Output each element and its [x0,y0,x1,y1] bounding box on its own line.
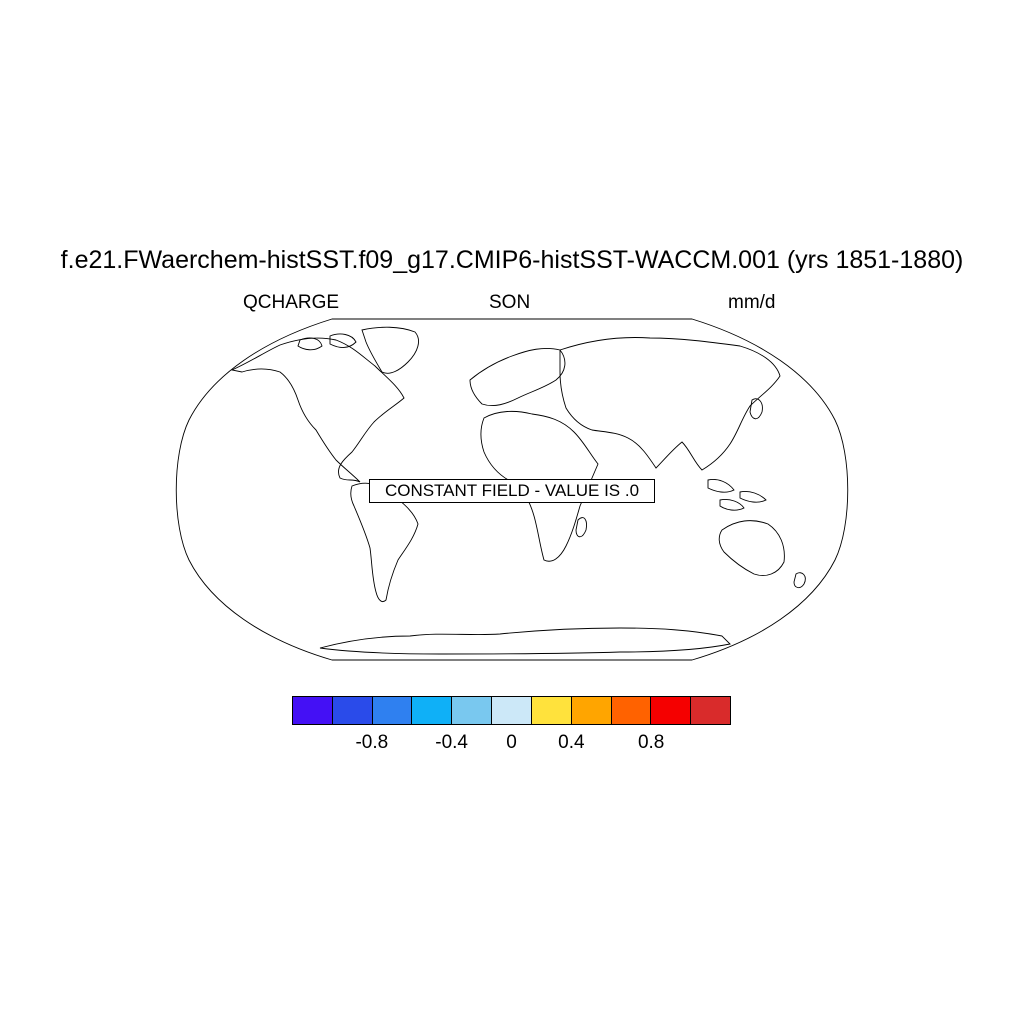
coastline-madagascar [575,517,587,538]
constant-field-label: CONSTANT FIELD - VALUE IS .0 [369,479,655,503]
colorbar-swatch [492,697,532,724]
colorbar-swatch [372,697,413,724]
coastline-new-zealand [793,572,806,589]
colorbar-swatch [571,697,612,724]
coastline-greenland [361,326,419,374]
colorbar-tick-label: -0.8 [355,732,389,753]
coastline-europe [469,347,566,407]
colorbar [292,696,731,725]
figure-title: f.e21.FWaerchem-histSST.f09_g17.CMIP6-hi… [60,246,964,274]
colorbar-tick-label: 0 [506,732,517,753]
colorbar-tick-label: -0.4 [435,732,468,753]
coastline-north-america [230,337,405,483]
season-label: SON [489,292,531,313]
colorbar-swatch [293,697,333,724]
units-label: mm/d [728,292,776,313]
coastline-asia [559,337,781,471]
map-outline [175,318,849,661]
coastline-africa [480,410,599,562]
colorbar-swatch [531,697,572,724]
coastline-southeast-asia [707,479,767,511]
variable-label: QCHARGE [243,292,340,313]
colorbar-tick-label: 0.8 [637,732,665,753]
colorbar-tick-label: 0.4 [558,732,585,753]
colorbar-swatch [651,697,692,724]
colorbar-swatch [332,697,373,724]
coastline-australia [718,520,785,576]
colorbar-swatch [691,697,730,724]
coastline-japan [749,398,763,420]
colorbar-swatch [452,697,493,724]
coastline-arctic-islands [297,333,357,351]
colorbar-swatch [412,697,453,724]
colorbar-swatch [611,697,652,724]
coastline-antarctica [319,627,731,655]
